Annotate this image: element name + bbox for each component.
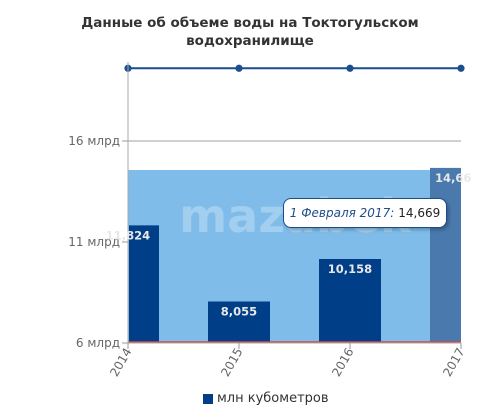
bar-2014 xyxy=(129,225,159,343)
top-line-series xyxy=(124,64,465,72)
top-series-point-2016 xyxy=(346,64,354,72)
tick-labels: 6 млрд 11 млрд 16 млрд 2014 2015 2016 2017 xyxy=(68,134,467,379)
top-series-point-2015 xyxy=(235,64,243,72)
tooltip-value: 14,669 xyxy=(398,206,441,220)
x-tick-label: 2014 xyxy=(107,346,134,379)
x-tick-label: 2017 xyxy=(440,346,467,379)
data-labels: 11,824 8,055 10,158 14,66 xyxy=(106,171,472,319)
tooltip: 1 Февраля 2017: 14,669 xyxy=(283,198,447,228)
x-tick-label: 2016 xyxy=(329,346,356,379)
x-tick-label: 2015 xyxy=(218,346,245,379)
tooltip-date: 1 Февраля 2017: xyxy=(289,206,395,220)
legend[interactable]: млн кубометров xyxy=(203,391,329,406)
y-tick-label: 16 млрд xyxy=(68,134,120,148)
legend-label: млн кубометров xyxy=(217,391,329,406)
bar-2016 xyxy=(319,259,381,343)
bar-2017 xyxy=(430,167,461,343)
bar-2015 xyxy=(208,301,270,343)
axes xyxy=(122,62,462,349)
data-label-2014: 11,824 xyxy=(106,228,150,242)
data-label-2016: 10,158 xyxy=(328,262,372,276)
top-series-point-2017 xyxy=(457,64,465,72)
chart-title-line-1: Данные об объеме воды на Токтогульском xyxy=(81,15,419,31)
legend-swatch xyxy=(203,393,213,404)
y-tick-label: 11 млрд xyxy=(68,235,120,249)
y-tick-label: 6 млрд xyxy=(76,336,120,350)
data-label-2017: 14,66 xyxy=(435,171,471,185)
data-label-2015: 8,055 xyxy=(221,304,257,318)
chart-title: Данные об объеме воды на Токтогульском в… xyxy=(0,14,500,50)
chart-title-line-2: водохранилище xyxy=(186,33,314,49)
